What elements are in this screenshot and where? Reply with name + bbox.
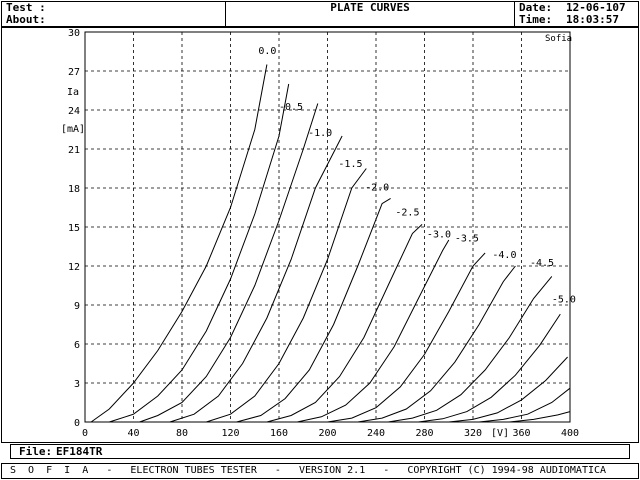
y-tick-label: 12 [68, 262, 80, 273]
x-tick-label: 400 [561, 428, 579, 439]
time-value: 18:03:57 [566, 13, 619, 26]
file-name: EF184TR [56, 445, 103, 458]
x-axis-unit: [V] [491, 428, 509, 439]
y-tick-label: 15 [68, 223, 80, 234]
x-tick-label: 120 [221, 428, 239, 439]
plate-curve [388, 276, 553, 423]
y-tick-label: 24 [68, 106, 80, 117]
page-title: PLATE CURVES [330, 1, 410, 14]
x-tick-label: 80 [176, 428, 188, 439]
grid-voltage-label: -3.5 [455, 233, 479, 244]
plate-curve [206, 168, 367, 423]
grid-voltage-label: -4.0 [492, 250, 516, 261]
plate-curve [169, 135, 343, 423]
y-tick-label: 6 [74, 340, 80, 351]
series-labels: 0.0 -0.5 -1.0 -1.5 -2.0 -2.5 -3.0 -3.5 -4.0 -4.5 -… [258, 46, 576, 305]
plate-curve [109, 83, 290, 423]
x-tick-label: 200 [318, 428, 336, 439]
x-tick-label: 280 [415, 428, 433, 439]
grid-voltage-label: -4.5 [530, 258, 554, 269]
grid-voltage-label: -1.0 [308, 128, 332, 139]
about-label: About: [6, 13, 46, 26]
plate-curve [139, 103, 319, 423]
y-tick-label: 18 [68, 184, 80, 195]
footer-box [1, 463, 639, 479]
grid-voltage-label: -5.0 [552, 294, 576, 305]
y-tick-label: 21 [68, 145, 80, 156]
x-tick-label: 0 [82, 428, 88, 439]
footer-text: S O F I A - ELECTRON TUBES TESTER - VERS… [10, 465, 607, 476]
grid-voltage-label: -2.5 [395, 207, 419, 218]
header-right-box [514, 1, 639, 27]
test-label: Test : [6, 1, 46, 14]
plate-curve [418, 313, 561, 423]
x-tick-label: 320 [464, 428, 482, 439]
grid-voltage-label: -0.5 [279, 102, 303, 113]
date-value: 12-06-107 [566, 1, 626, 14]
plate-curve [90, 64, 268, 423]
time-label: Time: [519, 13, 553, 26]
date-label: Date: [519, 1, 553, 14]
y-tick-label: 9 [74, 301, 80, 312]
y-axis-label: Ia [67, 87, 79, 98]
plate-curve [297, 239, 450, 423]
x-tick-label: 160 [270, 428, 288, 439]
file-box [10, 444, 630, 459]
plate-curve [479, 387, 571, 423]
plate-curve [448, 356, 568, 423]
grid-voltage-label: 0.0 [258, 46, 276, 57]
x-tick-label: 240 [367, 428, 385, 439]
header-title-box [225, 1, 515, 27]
plot-frame [1, 27, 639, 443]
x-tick-label: 40 [127, 428, 139, 439]
brand-label: Sofia [545, 34, 572, 44]
plate-curve [509, 411, 571, 423]
plate-curve [327, 252, 486, 423]
grid-voltage-label: -1.5 [338, 159, 362, 170]
y-tick-label: 0 [74, 418, 80, 429]
tick-labels: 0 40 80 120 160 200 240 280 320 360 400 0 3 6 9 12 15 18 2… [68, 28, 579, 439]
y-tick-label: 30 [68, 28, 80, 39]
grid-voltage-label: -3.0 [427, 229, 451, 240]
curves [90, 64, 571, 423]
file-label: File: [19, 445, 53, 458]
header-left-box [1, 1, 226, 27]
grid [84, 31, 571, 423]
plate-curve [266, 224, 423, 423]
plate-curve [236, 197, 391, 423]
grid-voltage-label: -2.0 [365, 183, 389, 194]
y-axis-unit: [mA] [61, 124, 85, 135]
y-tick-label: 3 [74, 379, 80, 390]
plate-curve [357, 265, 516, 423]
y-tick-label: 27 [68, 67, 80, 78]
x-tick-label: 360 [512, 428, 530, 439]
